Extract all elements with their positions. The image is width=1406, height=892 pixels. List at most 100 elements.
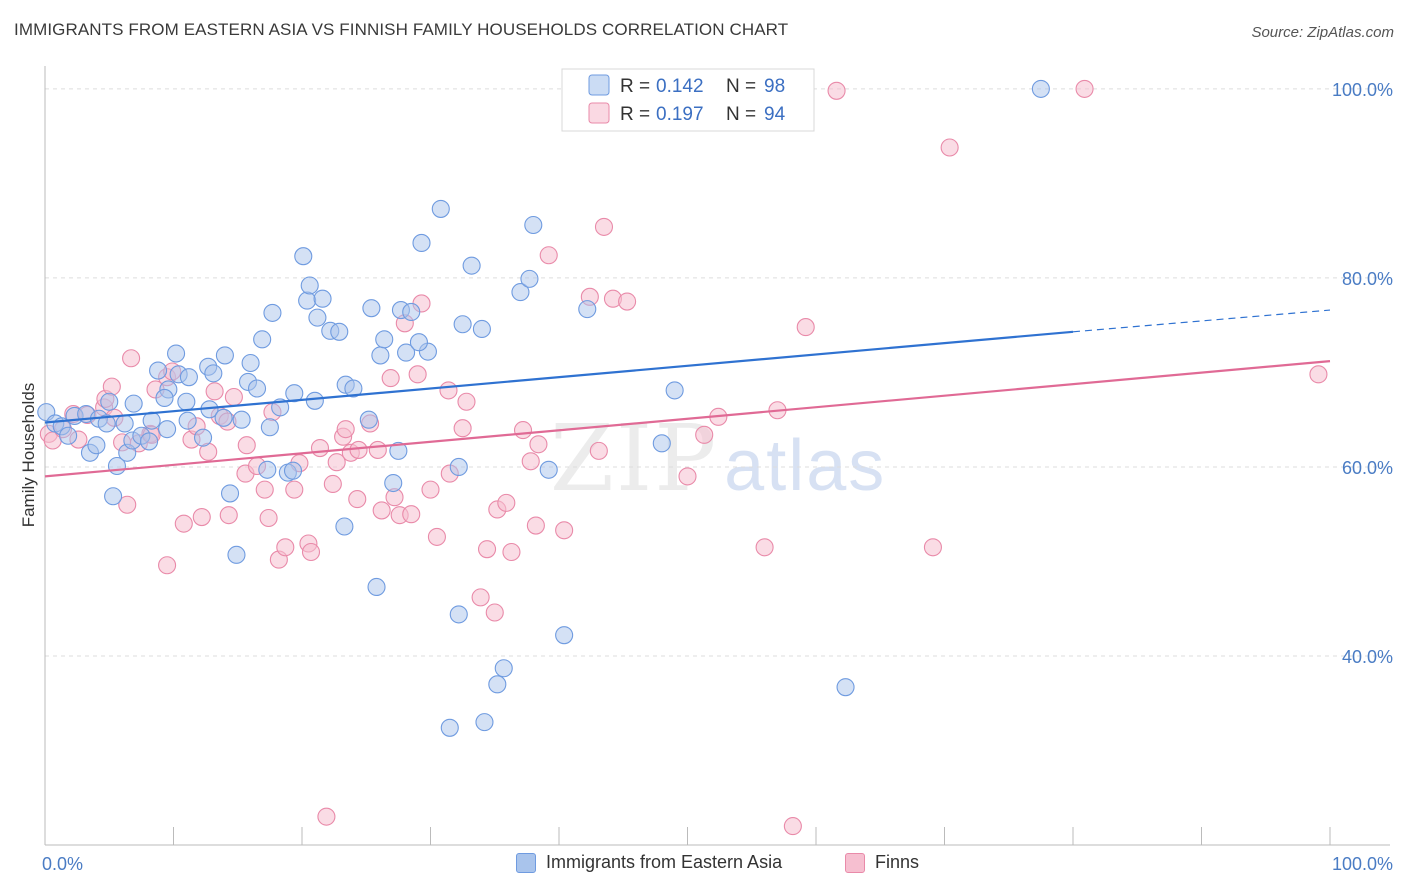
eastern-asia-point [511, 283, 530, 302]
finns-point [301, 542, 321, 562]
source-label: Source: ZipAtlas.com [1251, 24, 1394, 41]
legend-blue-r-value: 0.142 [656, 76, 704, 97]
finns-point [755, 538, 774, 557]
eastern-asia-point [263, 303, 282, 322]
legend-blue-r-label: R = [620, 76, 650, 97]
x-tick-label: 100.0% [1332, 854, 1393, 874]
finns-point [1309, 365, 1328, 384]
finns-point [513, 421, 533, 440]
eastern-asia-trend-extension [1072, 309, 1331, 333]
eastern-asia-point [375, 330, 394, 349]
finns-point [323, 474, 342, 494]
finns-point [259, 508, 278, 528]
finns-point [310, 438, 330, 458]
eastern-asia-point [204, 364, 223, 383]
eastern-asia-point [260, 418, 279, 437]
finns-point [192, 507, 211, 527]
legend-blue-n-value: 98 [764, 76, 785, 97]
grid-lines [45, 88, 1390, 657]
finns-point [219, 506, 238, 525]
eastern-asia-point [59, 426, 78, 445]
eastern-asia-point [384, 473, 403, 493]
eastern-asia-point [578, 300, 597, 319]
eastern-asia-point [149, 361, 168, 380]
finns-point [381, 369, 400, 388]
legend-pink-n-label: N = [726, 104, 756, 125]
finns-point [618, 292, 637, 311]
eastern-asia-point [652, 434, 671, 453]
eastern-asia-point [158, 420, 177, 439]
eastern-asia-point [494, 659, 513, 678]
finns-point [678, 467, 697, 486]
eastern-asia-point [402, 302, 421, 322]
finns-point [594, 217, 614, 236]
y-tick-label: 80.0% [1342, 269, 1393, 289]
x-tick-label: 0.0% [42, 854, 83, 874]
legend-pink-r-label: R = [620, 104, 650, 125]
finns-point [471, 588, 490, 607]
finns-point [224, 387, 243, 407]
bottom-legend-pink-swatch [845, 852, 865, 873]
finns-point [158, 556, 177, 575]
eastern-asia-point [539, 460, 558, 479]
finns-point [439, 381, 458, 400]
chart-title: IMMIGRANTS FROM EASTERN ASIA VS FINNISH … [14, 20, 789, 39]
finns-point [521, 452, 540, 471]
bottom-legend-pink-label: Finns [875, 852, 920, 872]
y-tick-label: 100.0% [1332, 80, 1393, 100]
eastern-asia-point [241, 353, 260, 373]
finns-point [402, 505, 421, 524]
finns-point [695, 425, 714, 444]
eastern-asia-point [1031, 79, 1050, 98]
bottom-legend-pink: Finns [845, 852, 919, 873]
finns-point [427, 527, 446, 546]
y-axis-label: Family Households [19, 383, 38, 528]
eastern-asia-point [836, 678, 855, 697]
eastern-asia-point [232, 410, 251, 429]
finns-point [102, 377, 121, 396]
finns-points [39, 79, 1328, 836]
finns-point [336, 420, 355, 439]
eastern-asia-point [524, 215, 543, 235]
eastern-asia-point [520, 269, 539, 288]
eastern-asia-point [488, 675, 507, 694]
finns-point [827, 81, 846, 100]
eastern-asia-point [367, 577, 386, 597]
finns-point [255, 480, 274, 499]
eastern-asia-point [100, 392, 119, 411]
finns-point [529, 435, 548, 454]
eastern-asia-trend-line [44, 330, 1074, 424]
finns-point [457, 392, 476, 411]
eastern-asia-point [440, 718, 459, 737]
finns-point [1075, 79, 1094, 98]
finns-point [796, 318, 815, 337]
finns-point [923, 538, 942, 557]
legend-pink-r-value: 0.197 [656, 104, 704, 125]
eastern-asia-point [140, 432, 159, 451]
finns-point [372, 501, 391, 520]
eastern-asia-point [258, 460, 277, 479]
eastern-asia-points [37, 79, 1050, 737]
finns-point [940, 138, 959, 157]
eastern-asia-point [194, 428, 213, 447]
bottom-legend-blue-label: Immigrants from Eastern Asia [546, 852, 783, 872]
eastern-asia-point [431, 199, 450, 218]
eastern-asia-point [359, 410, 378, 429]
finns-point [349, 440, 368, 459]
finns-point [327, 453, 346, 472]
eastern-asia-point [115, 414, 134, 433]
eastern-asia-point [104, 487, 123, 506]
bottom-legend: Immigrants from Eastern Asia Finns [0, 852, 1406, 878]
eastern-asia-point [665, 381, 684, 400]
finns-point [348, 490, 367, 509]
legend-blue-n-label: N = [726, 76, 756, 97]
bottom-legend-blue: Immigrants from Eastern Asia [516, 852, 782, 873]
eastern-asia-point [462, 256, 481, 275]
eastern-asia-point [87, 436, 106, 455]
finns-point [118, 495, 137, 514]
eastern-asia-point [167, 344, 186, 363]
eastern-asia-point [178, 411, 197, 430]
eastern-asia-point [300, 276, 319, 295]
finns-trend-line [44, 360, 1331, 478]
